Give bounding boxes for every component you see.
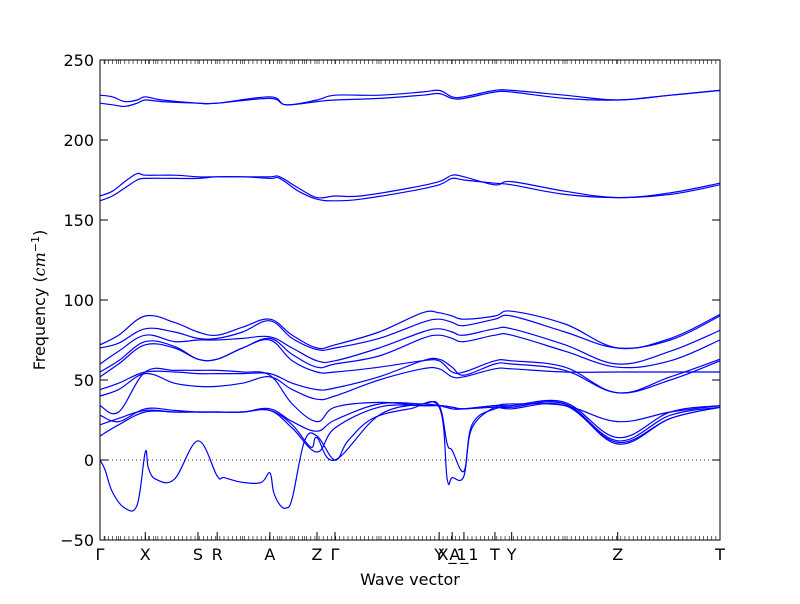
y-tick-label: 100 xyxy=(63,291,94,310)
phonon-branch-7 xyxy=(100,326,720,365)
phonon-branch-16 xyxy=(100,401,720,512)
phonon-branch-6 xyxy=(100,314,720,351)
phonon-branch-11 xyxy=(100,366,720,401)
x-tick-label: Y xyxy=(506,545,517,564)
y-axis-label-prefix: Frequency ( xyxy=(30,276,49,370)
phonon-branch-12 xyxy=(100,367,720,423)
x-tick-label: Γ xyxy=(96,545,105,564)
x-tick-label: X xyxy=(140,545,151,564)
x-tick-label: A_1 xyxy=(449,545,478,565)
x-tick-label: T xyxy=(489,545,500,564)
x-tick-label: X_1 xyxy=(438,545,467,565)
y-tick-label: 200 xyxy=(63,131,94,150)
y-tick-label: 150 xyxy=(63,211,94,230)
phonon-branch-9 xyxy=(100,338,720,394)
minor-tick-layer xyxy=(99,60,721,540)
phonon-branch-8 xyxy=(100,333,720,373)
x-tick-label: S xyxy=(193,545,203,564)
plot-area-frame xyxy=(99,59,721,541)
y-axis-label: Frequency (cm−1) xyxy=(29,230,49,371)
x-axis: Γ X S R A Z Γ YX_1A_1 T Y Z T xyxy=(96,532,725,565)
phonon-branch-10 xyxy=(100,357,720,394)
y-axis-label-exponent: −1 xyxy=(29,236,42,252)
phonon-branch-5 xyxy=(100,310,720,350)
phonon-branch-3 xyxy=(100,172,720,199)
x-tick-label: Z xyxy=(312,545,323,564)
x-tick-label: Y xyxy=(433,545,444,564)
x-tick-label: T xyxy=(714,545,725,564)
y-axis-label-unit: cm xyxy=(30,252,49,276)
x-axis-label: Wave vector xyxy=(360,570,460,589)
y-tick-label: 50 xyxy=(74,371,94,390)
phonon-branch-1 xyxy=(100,89,720,106)
x-tick-label: A xyxy=(264,545,275,564)
phonon-branch-13 xyxy=(100,399,720,439)
x-tick-label: Z xyxy=(612,545,623,564)
y-axis: −50 0 50 100 150 200 250 xyxy=(60,51,720,550)
series-layer xyxy=(100,89,720,512)
x-tick-label: R xyxy=(212,545,223,564)
y-tick-label: 250 xyxy=(63,51,94,70)
y-tick-label: 0 xyxy=(84,451,94,470)
y-axis-label-suffix: ) xyxy=(30,230,49,236)
x-tick-label: Γ xyxy=(331,545,340,564)
phonon-branch-2 xyxy=(100,89,720,108)
y-tick-label: −50 xyxy=(60,531,94,550)
phonon-branch-4 xyxy=(100,175,720,202)
